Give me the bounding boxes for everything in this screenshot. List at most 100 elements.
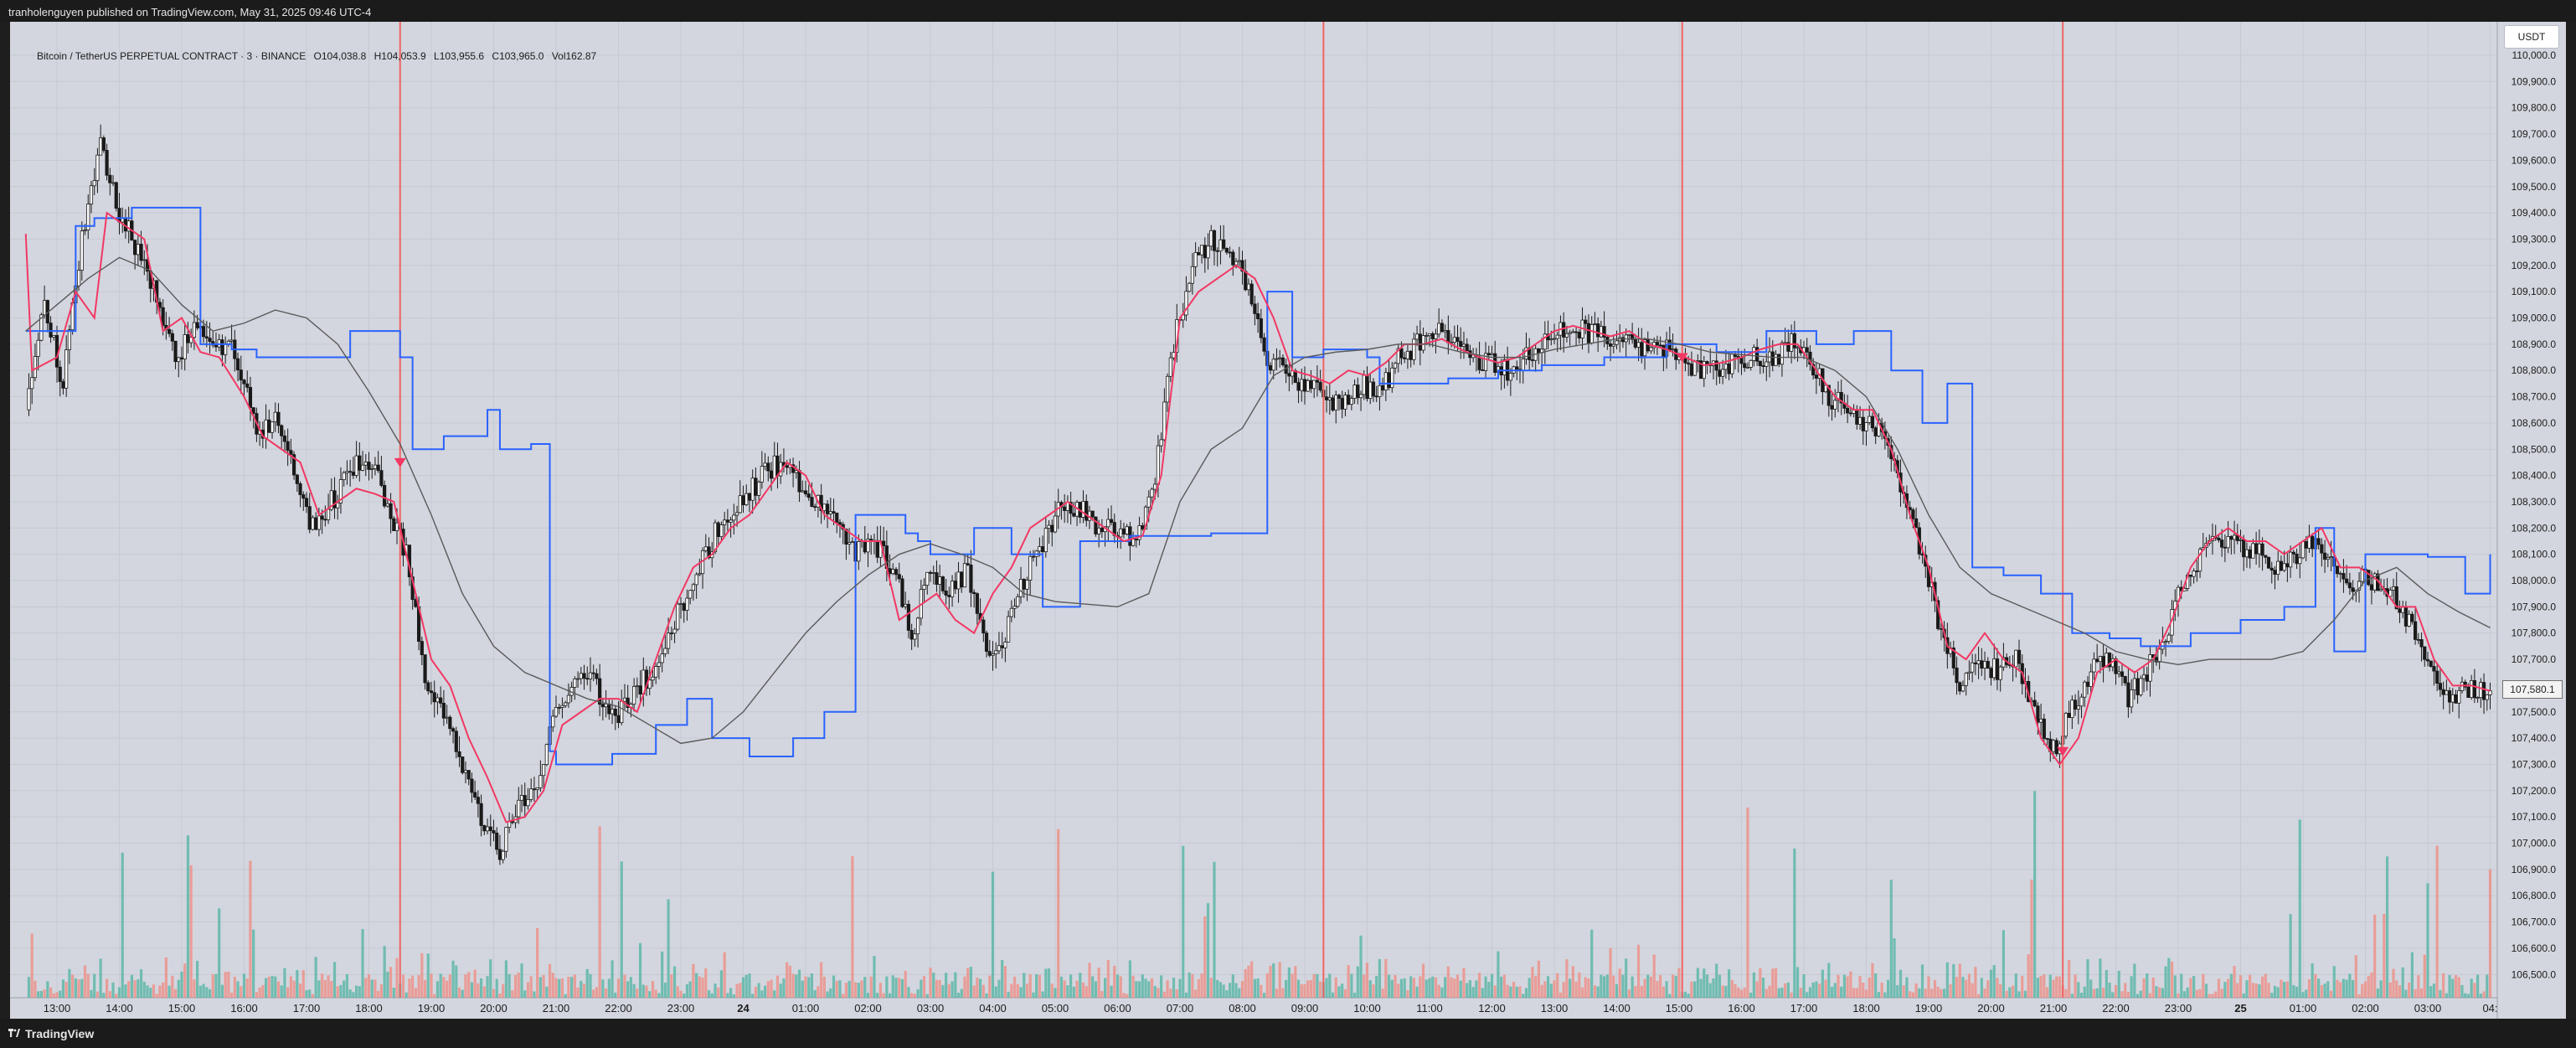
candle-body bbox=[2273, 570, 2277, 576]
volume-bar bbox=[1091, 976, 1095, 998]
candle-body bbox=[1555, 334, 1559, 339]
candle-body bbox=[1306, 379, 1310, 392]
currency-button[interactable]: USDT bbox=[2504, 25, 2559, 49]
candle-body bbox=[620, 700, 624, 724]
volume-bar bbox=[972, 985, 976, 998]
volume-bar bbox=[1178, 978, 1182, 998]
candle-body bbox=[1300, 379, 1304, 391]
chart-pane[interactable]: 110,000.0 109,900.0 109,800.0 109,700.0 109,… bbox=[10, 22, 2566, 1019]
volume-bar bbox=[2077, 982, 2080, 998]
candle-body bbox=[229, 339, 234, 342]
volume-bar bbox=[1431, 976, 1435, 998]
candle-body bbox=[1992, 658, 1996, 679]
volume-bar bbox=[327, 975, 330, 998]
candle-body bbox=[2051, 740, 2056, 752]
volume-bar bbox=[1734, 983, 1737, 998]
volume-bar bbox=[1409, 976, 1413, 998]
volume-bar bbox=[255, 992, 258, 998]
candle-body bbox=[678, 603, 683, 605]
volume-bar bbox=[426, 953, 430, 998]
volume-bar bbox=[1855, 988, 1858, 998]
volume-bar bbox=[981, 984, 985, 998]
chart-legend: Bitcoin / TetherUS PERPETUAL CONTRACT · … bbox=[37, 50, 601, 62]
candle-body bbox=[2139, 678, 2143, 695]
volume-bar bbox=[74, 978, 77, 998]
candle-body bbox=[2304, 541, 2308, 549]
candle-body bbox=[747, 493, 752, 501]
candle-body bbox=[2036, 705, 2040, 723]
candle-body bbox=[1381, 385, 1385, 391]
volume-bar bbox=[1705, 974, 1709, 998]
volume-bar bbox=[198, 985, 202, 998]
candle-body bbox=[2388, 589, 2393, 597]
volume-bar bbox=[1343, 989, 1347, 998]
candle-body bbox=[1777, 354, 1781, 365]
volume-bar bbox=[2180, 973, 2183, 998]
volume-bar bbox=[2155, 986, 2158, 998]
candle-body bbox=[1231, 251, 1235, 266]
candle-body bbox=[439, 697, 443, 704]
candle-body bbox=[1025, 580, 1029, 590]
candle-body bbox=[532, 788, 537, 791]
candle-body bbox=[1765, 361, 1769, 367]
price-chart[interactable]: 110,000.0 109,900.0 109,800.0 109,700.0 109,… bbox=[10, 22, 2566, 1019]
volume-bar bbox=[1899, 969, 1903, 998]
candle-body bbox=[975, 593, 979, 614]
volume-bar bbox=[1683, 991, 1687, 998]
volume-bar bbox=[2273, 985, 2277, 998]
candle-body bbox=[1848, 412, 1852, 415]
volume-bar bbox=[651, 981, 655, 998]
volume-bar bbox=[2170, 961, 2174, 998]
candle-body bbox=[1758, 360, 1762, 366]
volume-bar bbox=[267, 976, 270, 998]
volume-bar bbox=[2182, 991, 2187, 998]
volume-bar bbox=[1952, 963, 1955, 998]
volume-bar bbox=[2033, 791, 2037, 998]
volume-bar bbox=[1225, 989, 1229, 998]
volume-bar bbox=[1618, 968, 1621, 998]
volume-bar bbox=[1003, 966, 1007, 998]
volume-bar bbox=[726, 993, 729, 998]
candle-body bbox=[1302, 379, 1307, 392]
volume-bar bbox=[230, 992, 234, 998]
volume-bar bbox=[1886, 979, 1890, 998]
series-line-pink bbox=[24, 211, 2491, 823]
volume-bar bbox=[311, 994, 315, 998]
volume-bar bbox=[779, 983, 782, 998]
volume-bar bbox=[773, 990, 776, 998]
volume-bar bbox=[2227, 978, 2230, 998]
volume-bar bbox=[2419, 989, 2424, 998]
candle-body bbox=[1980, 660, 1984, 669]
time-tick-label: 16:00 bbox=[230, 1002, 258, 1014]
volume-bar bbox=[2352, 979, 2355, 998]
candle-body bbox=[1403, 357, 1407, 359]
candle-body bbox=[1271, 359, 1275, 371]
volume-bar bbox=[1285, 979, 1288, 998]
volume-bar bbox=[960, 989, 963, 998]
price-tick-label: 106,900.0 bbox=[2512, 864, 2557, 875]
volume-bar bbox=[2158, 987, 2161, 998]
volume-bar bbox=[542, 975, 545, 998]
price-tick-label: 108,300.0 bbox=[2512, 496, 2557, 508]
volume-bar bbox=[2451, 978, 2455, 998]
volume-bar bbox=[80, 978, 84, 998]
candle-body bbox=[956, 571, 961, 590]
volume-bar bbox=[1331, 992, 1335, 998]
candle-body bbox=[832, 511, 836, 514]
candle-body bbox=[52, 334, 56, 338]
volume-bar bbox=[1842, 974, 1847, 998]
volume-bar bbox=[2258, 984, 2261, 998]
volume-bar bbox=[2048, 974, 2052, 998]
price-tick-label: 109,900.0 bbox=[2512, 75, 2557, 87]
volume-bar bbox=[1356, 966, 1359, 998]
volume-bar bbox=[1759, 968, 1762, 998]
volume-bar bbox=[1590, 929, 1594, 998]
volume-bar bbox=[1066, 985, 1069, 998]
candle-body bbox=[582, 673, 586, 679]
volume-bar bbox=[1640, 985, 1643, 998]
candle-body bbox=[2266, 556, 2271, 569]
volume-bar bbox=[202, 983, 205, 998]
volume-bar bbox=[1634, 986, 1637, 998]
volume-bar bbox=[838, 980, 842, 998]
volume-bar bbox=[37, 991, 40, 998]
